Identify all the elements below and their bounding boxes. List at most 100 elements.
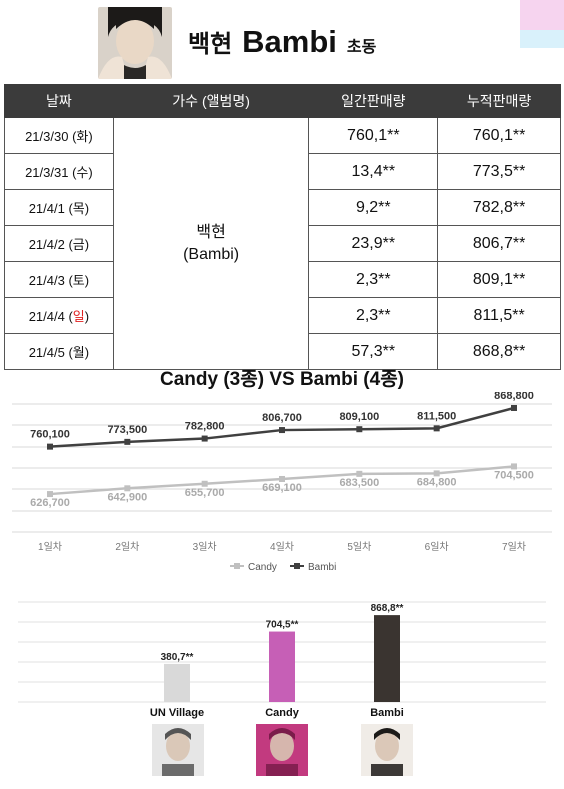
data-point-candy bbox=[124, 485, 131, 492]
table-header-row: 날짜 가수 (앨범명) 일간판매량 누적판매량 bbox=[4, 84, 561, 118]
title-artist: 백현 bbox=[188, 31, 233, 58]
data-label-bambi: 782,800 bbox=[185, 421, 225, 433]
line-chart: 626,700 642,900 655,700 669,100 683,500 684,8… bbox=[12, 392, 552, 573]
data-label-candy: 669,100 bbox=[262, 482, 302, 494]
day-of-week: 금 bbox=[72, 237, 85, 252]
line-chart-title: Candy (3종) VS Bambi (4종) bbox=[160, 369, 404, 390]
album-cover-un-village bbox=[152, 724, 204, 776]
data-point-bambi bbox=[356, 426, 363, 433]
day-of-week: 일 bbox=[72, 309, 85, 324]
legend-label: Candy bbox=[248, 562, 277, 573]
decor-pink-block bbox=[520, 0, 564, 30]
cell-artist: 백현 (Bambi) bbox=[112, 117, 310, 370]
date-text: 21/4/3 ( bbox=[28, 273, 73, 288]
bar-un-village bbox=[164, 663, 190, 702]
date-text: 21/4/2 ( bbox=[28, 237, 73, 252]
cell-daily-sales: 760,1** bbox=[308, 117, 439, 154]
data-point-bambi bbox=[279, 427, 285, 434]
title-album: Bambi bbox=[242, 24, 337, 59]
data-label-candy: 704,500 bbox=[494, 469, 534, 481]
data-label-bambi: 868,800 bbox=[494, 392, 534, 402]
legend-label: Bambi bbox=[308, 562, 336, 573]
day-of-week: 수 bbox=[76, 165, 89, 180]
data-label-candy: 626,700 bbox=[30, 497, 70, 509]
cell-daily-sales: 9,2** bbox=[308, 189, 439, 226]
day-of-week: 목 bbox=[72, 201, 85, 216]
table-row: 21/3/30 (화) 백현 (Bambi) 760,1** 760,1** bbox=[4, 117, 561, 370]
cell-date: 21/4/4 (일) bbox=[4, 297, 114, 334]
album-cover-candy bbox=[256, 724, 308, 776]
data-point-candy bbox=[356, 470, 363, 477]
x-tick-label: 1일차 bbox=[38, 541, 62, 553]
data-label-candy: 684,800 bbox=[417, 476, 457, 488]
title-suffix: 초동 bbox=[346, 39, 377, 56]
artist-album: (Bambi) bbox=[183, 245, 240, 263]
x-tick-label: 2일차 bbox=[115, 541, 139, 553]
table-row: 21/3/31 (수) 13,4** 773,5** bbox=[4, 153, 561, 190]
date-suffix: ) bbox=[84, 309, 90, 324]
bar-bambi bbox=[374, 615, 400, 702]
cell-total-sales: 868,8** bbox=[437, 333, 561, 370]
cell-total-sales: 809,1** bbox=[437, 261, 561, 298]
header-total-sales: 누적판매량 bbox=[437, 84, 561, 118]
table-row: 21/4/1 (목) 9,2** 782,8** bbox=[4, 189, 561, 226]
data-label-bambi: 806,700 bbox=[262, 412, 302, 424]
cell-date: 21/4/5 (월) bbox=[4, 333, 114, 370]
cell-daily-sales: 2,3** bbox=[308, 261, 439, 298]
x-tick-label: UN Village bbox=[150, 707, 204, 719]
data-point-bambi bbox=[47, 443, 53, 450]
day-of-week: 월 bbox=[72, 345, 85, 360]
data-point-candy bbox=[279, 475, 285, 482]
cell-date: 21/4/3 (토) bbox=[4, 261, 114, 298]
data-point-candy bbox=[201, 480, 208, 487]
cell-total-sales: 782,8** bbox=[437, 189, 561, 226]
decor-blue-block bbox=[520, 30, 564, 48]
cell-date: 21/4/2 (금) bbox=[4, 225, 114, 262]
date-text: 21/3/31 ( bbox=[25, 165, 77, 180]
date-suffix: ) bbox=[84, 201, 90, 216]
header-date: 날짜 bbox=[4, 84, 114, 118]
table-row: 21/4/2 (금) 23,9** 806,7** bbox=[4, 225, 561, 262]
data-point-bambi bbox=[201, 435, 208, 442]
data-point-candy bbox=[47, 491, 53, 498]
cell-total-sales: 811,5** bbox=[437, 297, 561, 334]
artist-photo bbox=[98, 7, 172, 79]
bar-chart: 380,7** UN Village 704,5** Candy 868,8** Bamb… bbox=[18, 601, 546, 776]
data-point-bambi bbox=[433, 425, 440, 432]
x-tick-label: Bambi bbox=[370, 707, 404, 719]
bar-candy bbox=[269, 631, 295, 702]
cell-daily-sales: 13,4** bbox=[308, 153, 439, 190]
day-of-week: 토 bbox=[72, 273, 85, 288]
cell-date: 21/3/31 (수) bbox=[4, 153, 114, 190]
cell-daily-sales: 2,3** bbox=[308, 297, 439, 334]
date-suffix: ) bbox=[88, 165, 93, 180]
date-suffix: ) bbox=[88, 129, 93, 144]
data-label-candy: 655,700 bbox=[185, 487, 225, 499]
cell-daily-sales: 23,9** bbox=[308, 225, 439, 262]
cell-total-sales: 806,7** bbox=[437, 225, 561, 262]
x-tick-label: 5일차 bbox=[347, 541, 371, 553]
table-row: 21/4/5 (월) 57,3** 868,8** bbox=[4, 333, 561, 370]
cell-date: 21/3/30 (화) bbox=[4, 117, 114, 154]
data-label-bambi: 811,500 bbox=[417, 410, 456, 422]
date-suffix: ) bbox=[84, 273, 90, 288]
data-point-candy bbox=[511, 463, 517, 470]
date-text: 21/4/5 ( bbox=[28, 345, 73, 360]
data-label-candy: 642,900 bbox=[107, 491, 147, 503]
bar-value-label: 380,7** bbox=[161, 652, 194, 663]
day-of-week: 화 bbox=[76, 129, 89, 144]
data-label-candy: 683,500 bbox=[339, 477, 379, 489]
data-label-bambi: 773,500 bbox=[107, 424, 147, 436]
header-artist: 가수 (앨범명) bbox=[112, 84, 310, 118]
page-title: 백현 Bambi 초동 bbox=[188, 24, 376, 64]
table-row: 21/4/4 (일) 2,3** 811,5** bbox=[4, 297, 561, 334]
x-tick-label: 4일차 bbox=[270, 541, 294, 553]
x-tick-label: Candy bbox=[265, 707, 300, 719]
legend-marker bbox=[234, 563, 240, 569]
cell-total-sales: 773,5** bbox=[437, 153, 561, 190]
album-cover-bambi bbox=[361, 724, 413, 776]
data-point-bambi bbox=[511, 404, 517, 411]
data-label-bambi: 760,100 bbox=[30, 429, 70, 441]
cell-daily-sales: 57,3** bbox=[308, 333, 439, 370]
date-text: 21/4/1 ( bbox=[28, 201, 73, 216]
